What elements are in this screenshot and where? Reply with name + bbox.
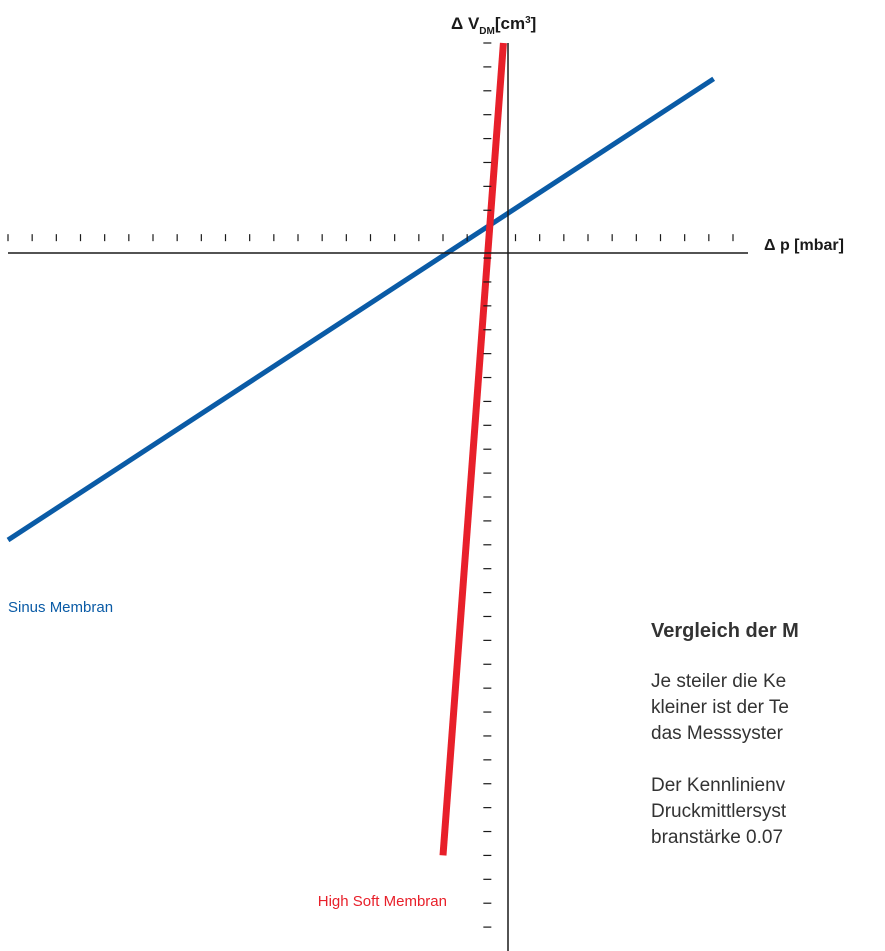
description-line: branstärke 0.07 [651, 827, 784, 848]
description-line: Je steiler die Ke [651, 671, 787, 692]
series-line-sinus-membran [6, 76, 716, 543]
y-axis-title-delta: Δ V [451, 14, 480, 33]
series-line-high-soft-membran [439, 42, 507, 856]
y-axis-title-unit: [cm [495, 14, 525, 33]
series-label-sinus: Sinus Membran [8, 599, 113, 616]
series-label-high-soft: High Soft Membran [318, 893, 447, 910]
description-line: Der Kennlinienv [651, 775, 786, 796]
description-panel: Vergleich der M Je steiler die Ke kleine… [651, 620, 885, 877]
y-ticks [483, 42, 492, 928]
y-axis-title-sub: DM [479, 26, 495, 37]
description-line: Druckmittlersyst [651, 801, 787, 822]
description-line: kleiner ist der Te [651, 697, 789, 718]
description-paragraph-2: Der Kennlinienv Druckmittlersyst branstä… [651, 773, 885, 851]
y-axis-title: Δ VDM[cm3] [451, 14, 536, 37]
description-line: das Messsyster [651, 723, 783, 744]
description-paragraph-1: Je steiler die Ke kleiner ist der Te das… [651, 669, 885, 747]
axes [7, 42, 748, 951]
x-ticks [7, 234, 734, 242]
series-layer [6, 42, 716, 856]
y-axis-title-close: ] [531, 14, 537, 33]
x-axis-title: Δ p [mbar] [764, 237, 844, 254]
description-heading: Vergleich der M [651, 620, 799, 642]
y-axis-title-sup: 3 [525, 15, 531, 26]
